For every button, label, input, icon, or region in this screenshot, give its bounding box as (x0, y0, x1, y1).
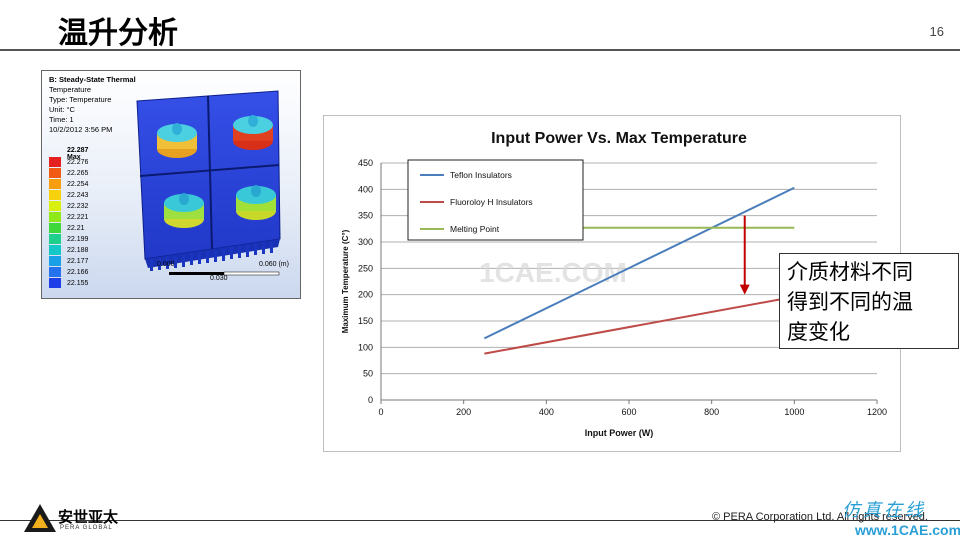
simulation-info: B: Steady-State Thermal Temperature Type… (49, 75, 136, 135)
chart-svg: Input Power Vs. Max Temperature 0 50 100 150… (341, 130, 887, 438)
chart-legend-box (407, 159, 584, 241)
heat-sink-fins (150, 241, 273, 271)
legend-value: 22.254 (67, 180, 89, 188)
y-tick-label: 350 (358, 211, 373, 221)
legend-row: 22.276 (49, 157, 88, 167)
scale-label-start: 0.000 (157, 261, 175, 268)
legend-swatch (49, 201, 61, 211)
callout-line: 得到不同的温 (787, 290, 913, 314)
callout-line: 介质材料不同 (787, 260, 913, 284)
legend-swatch (49, 190, 61, 200)
x-tick-label: 800 (704, 407, 719, 417)
insulator-cylinders (157, 115, 276, 228)
heat-sink-model (136, 90, 281, 276)
legend-row: 22.254 (49, 179, 88, 189)
legend-swatch (49, 168, 61, 178)
legend-swatch (49, 278, 61, 288)
legend-row: 22.221 (49, 212, 88, 222)
x-tick-label: 1000 (784, 407, 804, 417)
legend-value: 22.276 (67, 158, 89, 166)
x-axis-label: Input Power (W) (585, 428, 654, 438)
logo-subtitle: PERA GLOBAL (60, 525, 113, 531)
y-tick-label: 300 (358, 237, 373, 247)
y-tick-label: 250 (358, 263, 373, 273)
legend-swatch (49, 245, 61, 255)
y-tick-label: 0 (368, 395, 373, 405)
legend-swatch (49, 179, 61, 189)
chart-title: Input Power Vs. Max Temperature (491, 130, 747, 147)
x-tick-label: 0 (378, 407, 383, 417)
copyright-text: © PERA Corporation Ltd. All rights reser… (712, 511, 928, 523)
legend-row: 22.177 (49, 256, 88, 266)
x-tick-label: 600 (621, 407, 636, 417)
legend-row: 22.188 (49, 245, 88, 255)
legend-value: 22.155 (67, 279, 89, 287)
logo-text: 安世亚太 (58, 508, 119, 526)
simulation-line: Type: Temperature (49, 95, 112, 104)
y-tick-label: 400 (358, 184, 373, 194)
x-tick-label: 400 (539, 407, 554, 417)
y-tick-label: 150 (358, 316, 373, 326)
legend-row: 22.199 (49, 234, 88, 244)
x-tick-label: 1200 (867, 407, 887, 417)
legend-value: 22.232 (67, 202, 89, 210)
pera-logo-icon (24, 504, 56, 532)
legend-entry: Melting Point (450, 224, 500, 234)
legend-row: 22.243 (49, 190, 88, 200)
simulation-line: Time: 1 (49, 115, 74, 124)
legend-row: 22.232 (49, 201, 88, 211)
legend-swatch (49, 256, 61, 266)
legend-entry: Teflon Insulators (450, 170, 512, 180)
legend-swatch (49, 267, 61, 277)
simulation-line: Unit: °C (49, 105, 75, 114)
simulation-line: Temperature (49, 85, 92, 94)
simulation-heading: B: Steady-State Thermal (49, 75, 136, 84)
legend-swatch (49, 157, 61, 167)
x-tick-label: 200 (456, 407, 471, 417)
legend-value: 22.188 (67, 246, 89, 254)
legend-value: 22.243 (67, 191, 89, 199)
legend-swatch (49, 234, 61, 244)
callout-box: 介质材料不同 得到不同的温 度变化 (779, 253, 959, 349)
y-tick-label: 50 (363, 369, 373, 379)
watermark-text: 1CAE.COM (479, 257, 627, 288)
simulation-panel: B: Steady-State Thermal Temperature Type… (41, 70, 301, 299)
page-number: 16 (929, 24, 944, 39)
footer-rule (0, 520, 960, 521)
y-tick-label: 200 (358, 290, 373, 300)
callout-line: 度变化 (787, 320, 850, 344)
legend-row: 22.155 (49, 278, 88, 288)
y-axis-label: Maximum Temperature (C°) (341, 229, 350, 333)
legend-value: 22.166 (67, 268, 89, 276)
legend-row: 22.265 (49, 168, 88, 178)
legend-max: 22.287 Max (67, 147, 89, 161)
site-mark: 仿真在线 (842, 500, 926, 521)
y-tick-label: 100 (358, 342, 373, 352)
simulation-line: 10/2/2012 3:56 PM (49, 125, 113, 134)
legend-row: 22.166 (49, 267, 88, 277)
legend-value: 22.21 (67, 224, 85, 232)
legend-entry: Fluoroloy H Insulators (450, 197, 533, 207)
series-line (483, 186, 795, 340)
site-url: www.1CAE.com (855, 522, 960, 538)
scale-bar (169, 271, 280, 276)
annotation-arrow-head (739, 284, 750, 295)
legend-swatch (49, 212, 61, 222)
series-line (484, 295, 795, 355)
legend-value: 22.221 (67, 213, 89, 221)
title-rule (0, 49, 960, 51)
legend-row: 22.21 (49, 223, 85, 233)
legend-swatch (49, 223, 61, 233)
y-tick-label: 450 (358, 158, 373, 168)
page-title: 温升分析 (58, 16, 178, 51)
scale-label-mid: 0.030 (210, 275, 228, 282)
legend-value: 22.177 (67, 257, 89, 265)
legend-value: 22.199 (67, 235, 89, 243)
legend-value: 22.265 (67, 169, 89, 177)
scale-label-end: 0.060 (m) (259, 261, 289, 268)
